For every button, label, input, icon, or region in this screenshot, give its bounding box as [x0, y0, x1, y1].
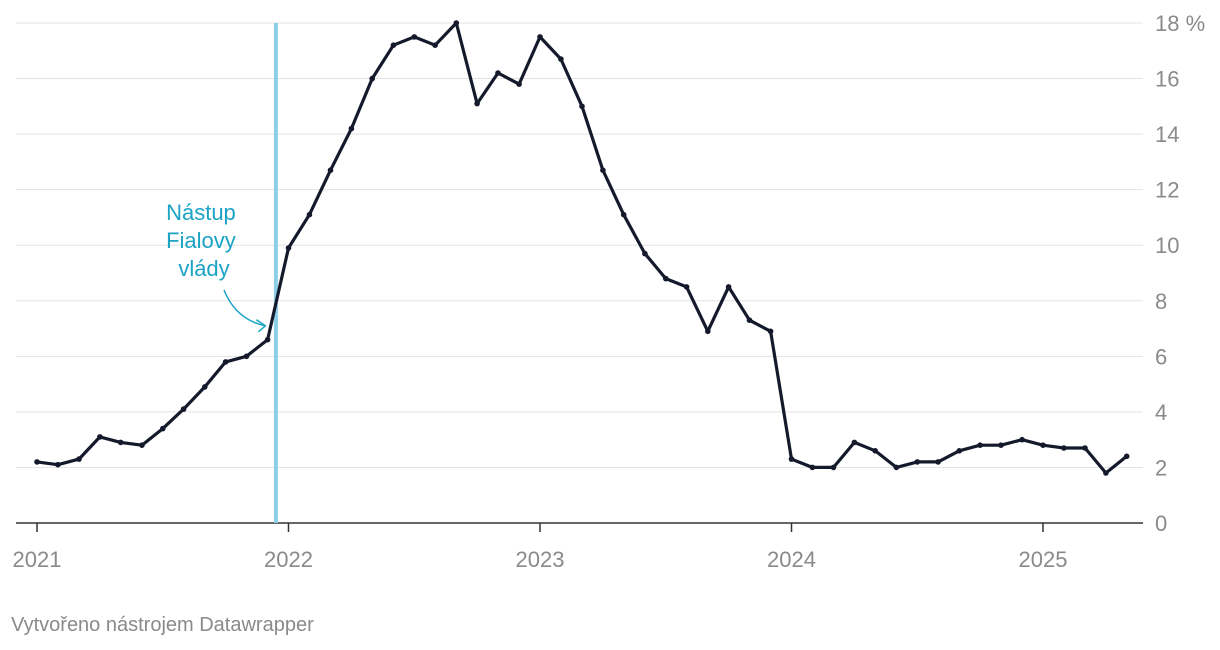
x-tick-label: 2024 — [767, 547, 816, 572]
data-point — [977, 442, 983, 449]
y-tick-label: 16 — [1155, 67, 1179, 92]
data-point — [1040, 442, 1046, 449]
data-point — [620, 211, 627, 218]
y-tick-label: 14 — [1155, 122, 1179, 147]
data-point — [663, 275, 669, 282]
x-tick-label: 2021 — [13, 547, 62, 572]
y-tick-label: 12 — [1155, 178, 1179, 203]
footer-credit: Vytvořeno nástrojem Datawrapper — [11, 614, 314, 636]
data-point — [285, 245, 292, 251]
series — [34, 20, 1130, 476]
y-tick-label: 8 — [1155, 289, 1167, 314]
axes: 0 2 4 6 8 10 12 14 16 18 % 2021 2022 2023 2024 2025 — [13, 11, 1206, 572]
data-point — [453, 20, 460, 26]
data-point — [809, 464, 816, 471]
y-tick-label: 0 — [1155, 511, 1167, 536]
data-point — [914, 459, 921, 465]
data-point — [97, 434, 103, 440]
data-point — [516, 81, 522, 87]
data-point — [579, 103, 585, 110]
data-point — [34, 459, 40, 465]
data-point — [117, 439, 124, 446]
data-point — [369, 75, 376, 82]
annotation-arrow — [223, 289, 266, 327]
data-point — [767, 328, 774, 335]
gridlines — [16, 22, 1143, 468]
data-point — [1019, 436, 1025, 443]
y-tick-label: 6 — [1155, 344, 1167, 369]
data-point — [725, 284, 732, 290]
data-point — [55, 461, 61, 468]
annotation-arrowhead — [255, 319, 267, 333]
data-point — [180, 406, 187, 412]
data-point — [683, 284, 690, 290]
data-point — [872, 448, 878, 454]
x-tick-label: 2025 — [1019, 547, 1068, 572]
data-point — [830, 464, 837, 471]
annotation-line-2: Fialovy — [166, 228, 236, 253]
y-tick-label: 18 % — [1155, 11, 1205, 36]
data-point — [243, 353, 250, 360]
data-point — [495, 70, 501, 76]
annotation-line-1: Nástup — [166, 200, 236, 225]
data-point — [474, 100, 480, 107]
data-point — [642, 250, 648, 257]
data-point — [956, 448, 963, 454]
data-point — [935, 459, 941, 465]
data-point — [432, 42, 438, 48]
data-point — [893, 464, 900, 471]
data-point — [139, 442, 145, 449]
data-point — [788, 456, 795, 462]
x-tick-label: 2023 — [516, 547, 565, 572]
data-point — [705, 328, 711, 335]
data-point — [76, 456, 82, 462]
data-point — [558, 56, 564, 62]
data-point — [1123, 453, 1130, 460]
data-point — [264, 336, 271, 343]
data-point — [348, 125, 355, 132]
data-point — [746, 317, 753, 324]
x-tick-label: 2022 — [264, 547, 313, 572]
data-point — [1103, 470, 1109, 476]
annotation-text: Nástup Fialovy vlády — [166, 200, 242, 281]
annotation-line-3: vlády — [178, 256, 229, 281]
data-point — [160, 425, 166, 432]
annotations: Nástup Fialovy vlády — [166, 23, 278, 523]
data-point — [390, 42, 397, 48]
data-point — [306, 211, 313, 218]
y-tick-label: 10 — [1155, 233, 1179, 258]
data-point — [202, 384, 208, 390]
data-point — [1061, 445, 1067, 451]
y-tick-label: 2 — [1155, 455, 1167, 480]
data-point — [851, 439, 858, 446]
data-point — [327, 167, 334, 173]
data-point — [998, 442, 1004, 449]
data-point — [537, 34, 543, 40]
data-point — [600, 167, 606, 173]
data-point — [411, 34, 418, 40]
data-point — [1082, 445, 1088, 451]
y-tick-label: 4 — [1155, 400, 1167, 425]
data-point — [222, 359, 229, 365]
